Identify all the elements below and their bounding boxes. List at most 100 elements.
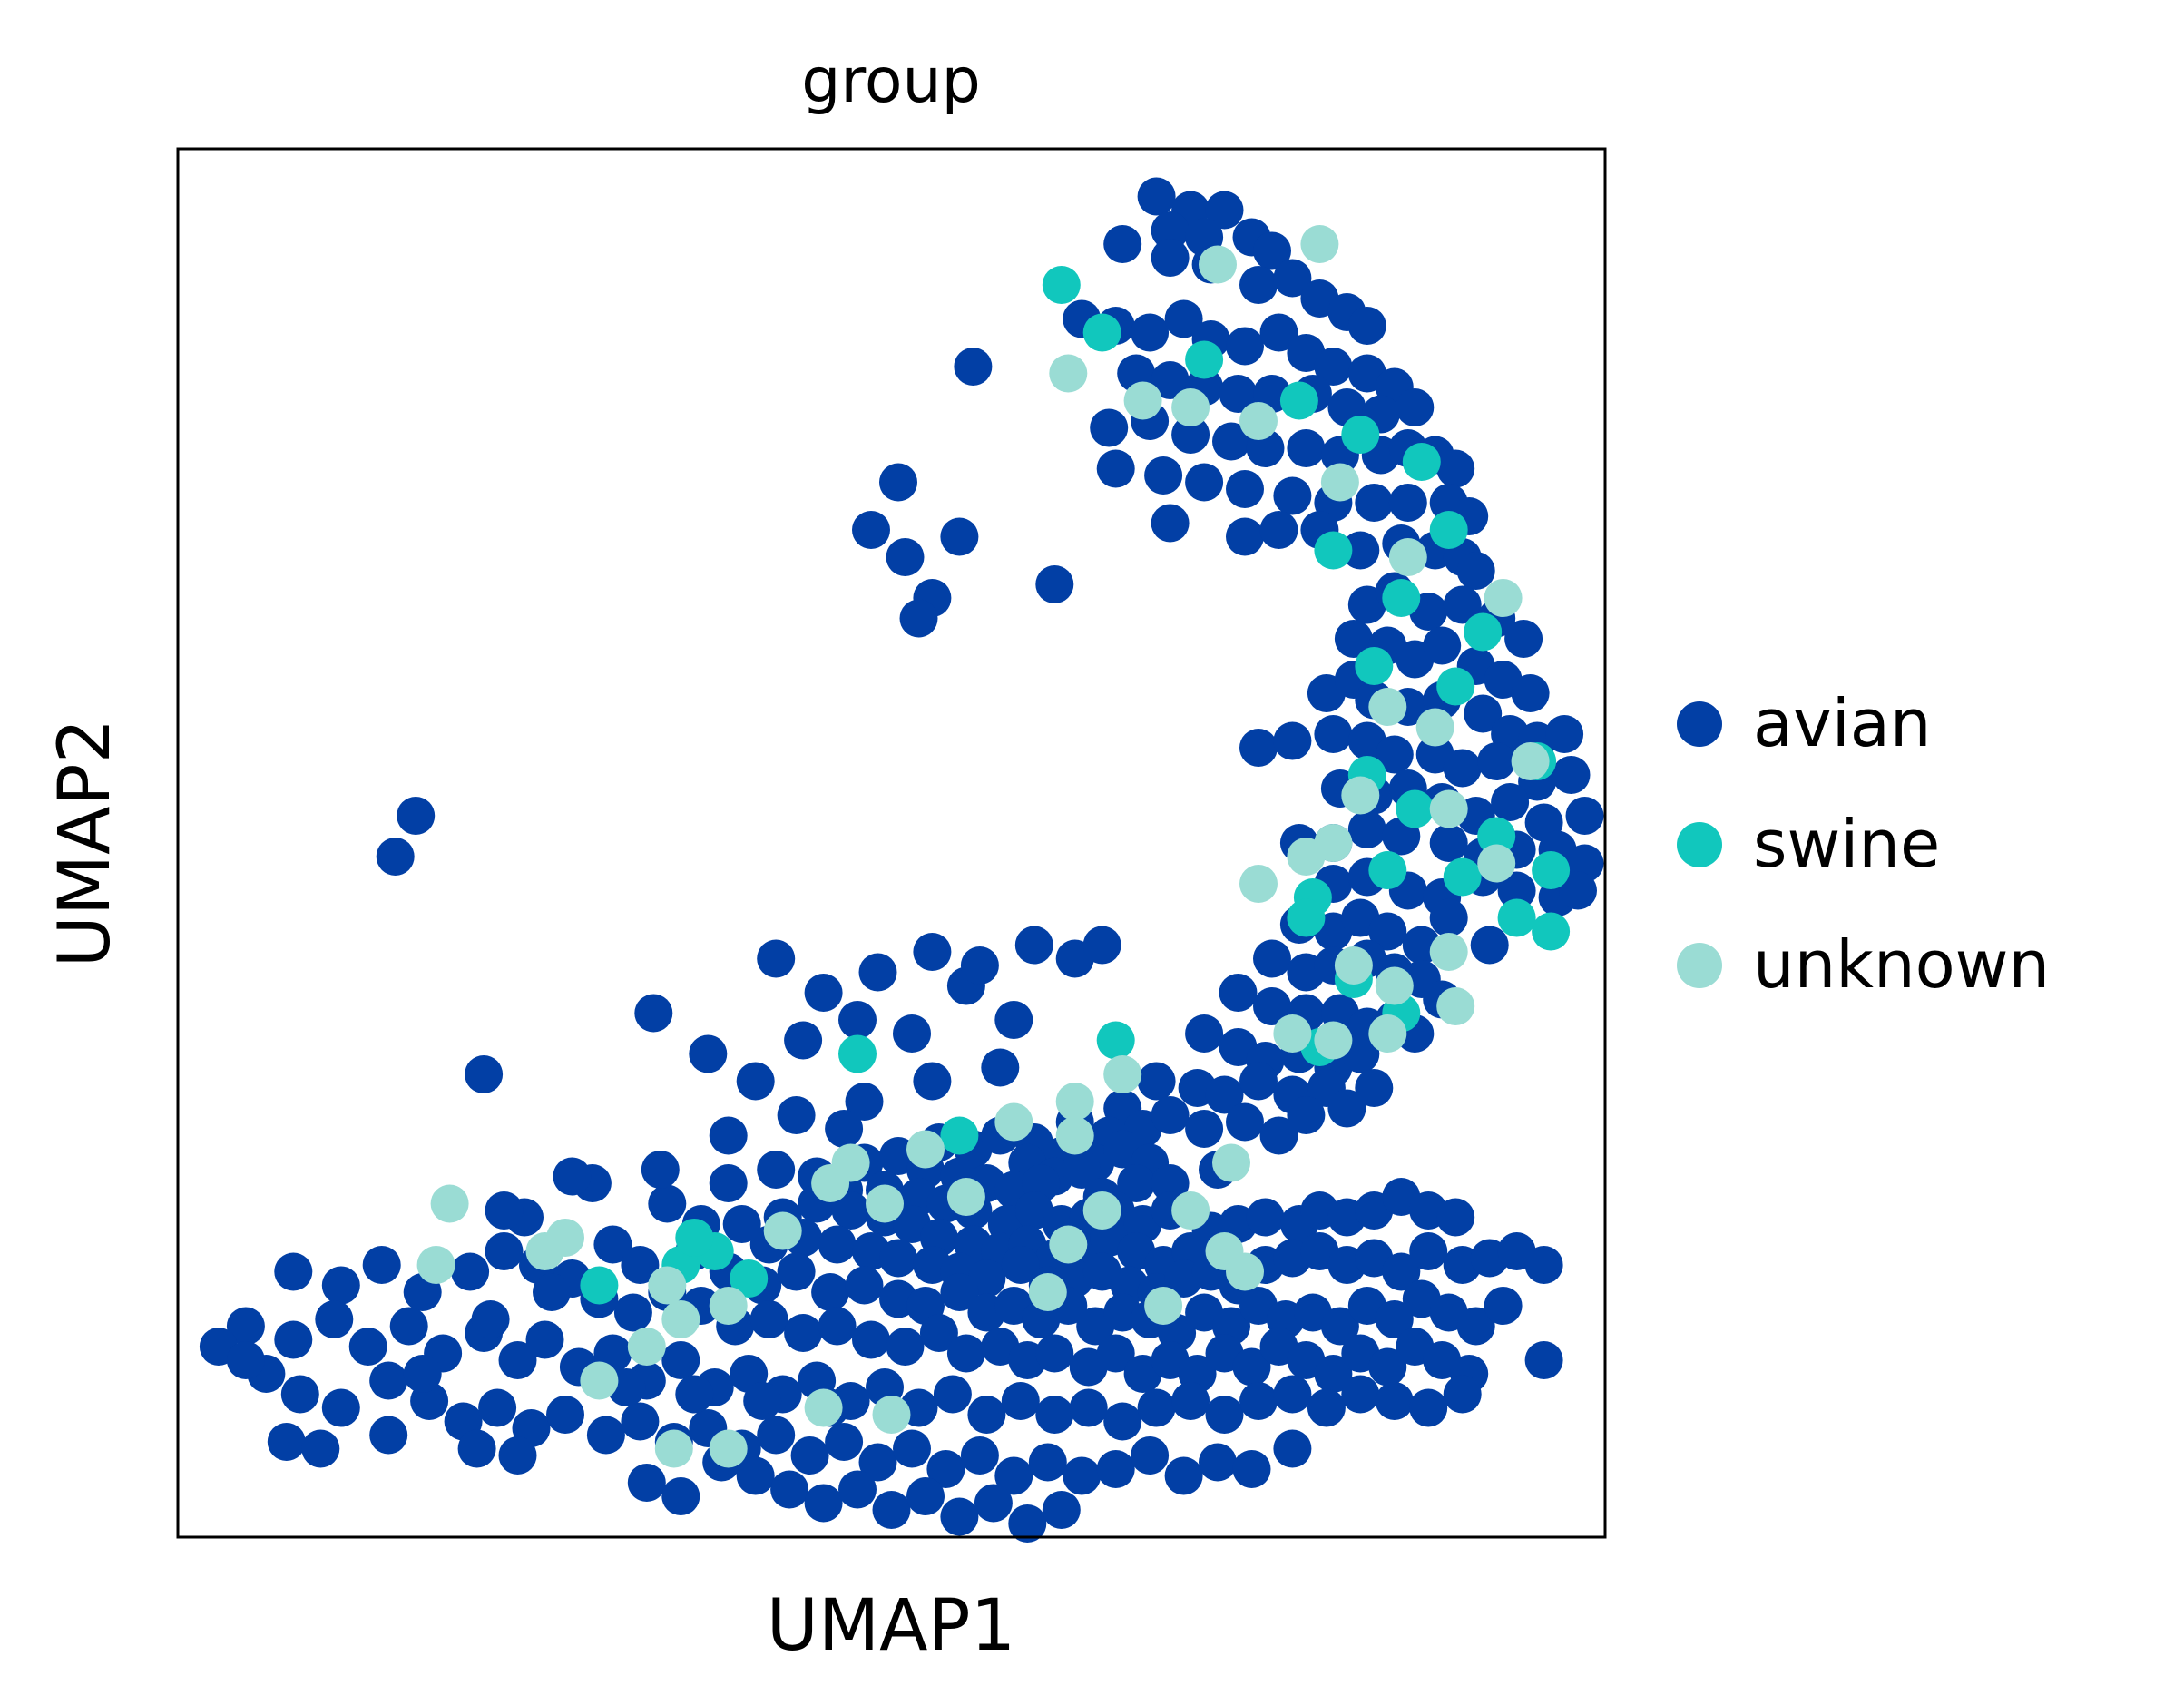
point-avian-210 xyxy=(709,1164,748,1202)
point-avian-363 xyxy=(1137,1388,1176,1427)
legend-marker-swine xyxy=(1677,822,1722,867)
point-avian-30 xyxy=(1219,375,1258,413)
point-unknown-47 xyxy=(654,1429,693,1468)
point-avian-372 xyxy=(1443,1375,1482,1414)
point-avian-291 xyxy=(1320,1307,1359,1346)
point-avian-317 xyxy=(946,1334,985,1373)
point-avian-446 xyxy=(757,939,796,978)
point-swine-3 xyxy=(1279,381,1318,420)
point-avian-320 xyxy=(1035,1334,1074,1373)
point-unknown-48 xyxy=(430,1184,469,1223)
point-avian-332 xyxy=(1368,1347,1407,1387)
point-avian-414 xyxy=(770,1470,809,1509)
points-layer xyxy=(199,177,1604,1543)
point-avian-418 xyxy=(906,1477,945,1515)
point-avian-300 xyxy=(362,1246,401,1284)
point-unknown-19 xyxy=(1314,1021,1353,1060)
y-axis-label: UMAP2 xyxy=(44,719,126,967)
point-avian-96 xyxy=(1273,721,1312,760)
point-avian-422 xyxy=(1042,1491,1081,1529)
point-unknown-29 xyxy=(648,1266,687,1305)
point-avian-137 xyxy=(1253,939,1291,978)
point-avian-158 xyxy=(1137,1062,1176,1101)
point-avian-410 xyxy=(627,1464,666,1502)
point-avian-39 xyxy=(1212,422,1250,461)
point-avian-38 xyxy=(1171,416,1210,454)
point-avian-51 xyxy=(1273,476,1312,515)
plot-frame xyxy=(176,147,1607,1539)
point-avian-344 xyxy=(498,1341,537,1379)
point-avian-129 xyxy=(1559,871,1597,910)
point-avian-390 xyxy=(858,1443,897,1482)
point-avian-312 xyxy=(784,1314,823,1352)
point-avian-14 xyxy=(1347,307,1386,345)
point-avian-72 xyxy=(1035,565,1074,603)
point-unknown-49 xyxy=(416,1246,455,1284)
point-avian-420 xyxy=(974,1484,1013,1523)
point-avian-243 xyxy=(879,1239,917,1278)
point-avian-336 xyxy=(1524,1341,1563,1379)
point-avian-262 xyxy=(1409,1232,1448,1270)
point-avian-402 xyxy=(1273,1429,1312,1468)
point-avian-91 xyxy=(1464,694,1503,733)
point-unknown-44 xyxy=(709,1287,748,1325)
point-avian-266 xyxy=(1524,1246,1563,1284)
point-avian-401 xyxy=(1232,1450,1271,1488)
point-avian-277 xyxy=(940,1273,979,1311)
point-avian-406 xyxy=(301,1429,340,1468)
point-swine-15 xyxy=(1477,817,1516,856)
point-avian-247 xyxy=(1001,1246,1040,1284)
point-avian-67 xyxy=(852,511,890,549)
point-unknown-4 xyxy=(1171,388,1210,426)
point-avian-382 xyxy=(586,1416,625,1455)
point-avian-62 xyxy=(1341,531,1380,570)
point-avian-229 xyxy=(1246,1198,1285,1237)
point-avian-78 xyxy=(1504,620,1543,658)
point-unknown-14 xyxy=(1334,946,1373,985)
point-avian-413 xyxy=(736,1456,775,1495)
chart-title: group xyxy=(801,45,981,117)
point-avian-115 xyxy=(1347,810,1386,848)
point-avian-341 xyxy=(389,1307,428,1346)
point-avian-58 xyxy=(1151,504,1190,543)
point-swine-1 xyxy=(1082,313,1121,352)
point-avian-196 xyxy=(757,1151,796,1189)
point-avian-370 xyxy=(1375,1382,1414,1420)
point-avian-211 xyxy=(648,1184,687,1223)
point-avian-26 xyxy=(954,348,993,386)
point-avian-338 xyxy=(274,1320,313,1359)
point-avian-407 xyxy=(369,1416,408,1455)
point-avian-396 xyxy=(1063,1456,1102,1495)
point-avian-316 xyxy=(919,1314,958,1352)
point-avian-6 xyxy=(1253,231,1291,270)
point-unknown-32 xyxy=(804,1388,843,1427)
point-avian-415 xyxy=(804,1484,843,1523)
point-unknown-42 xyxy=(1511,742,1550,780)
point-avian-169 xyxy=(1226,1102,1264,1142)
legend: avian swine unknown xyxy=(1677,685,2050,1003)
point-avian-170 xyxy=(1259,1116,1298,1155)
point-avian-8 xyxy=(1151,239,1190,277)
point-avian-241 xyxy=(818,1225,857,1264)
point-avian-47 xyxy=(1096,449,1135,488)
point-avian-375 xyxy=(321,1388,360,1427)
point-avian-272 xyxy=(777,1252,816,1291)
point-avian-82 xyxy=(1423,626,1462,665)
point-avian-144 xyxy=(1219,974,1258,1012)
x-axis-label: UMAP1 xyxy=(767,1585,1015,1667)
point-unknown-26 xyxy=(866,1184,904,1223)
point-unknown-6 xyxy=(1320,463,1359,502)
point-avian-397 xyxy=(1096,1450,1135,1488)
point-avian-101 xyxy=(1443,749,1482,788)
point-avian-23 xyxy=(1314,348,1353,386)
point-avian-171 xyxy=(1287,1096,1326,1134)
point-avian-361 xyxy=(1069,1388,1108,1427)
point-unknown-38 xyxy=(1028,1273,1067,1311)
point-avian-381 xyxy=(546,1396,584,1434)
point-avian-438 xyxy=(634,994,673,1033)
point-swine-7 xyxy=(1314,531,1353,570)
point-avian-424 xyxy=(743,1382,782,1420)
point-avian-214 xyxy=(831,1191,870,1230)
point-avian-428 xyxy=(403,1355,442,1393)
